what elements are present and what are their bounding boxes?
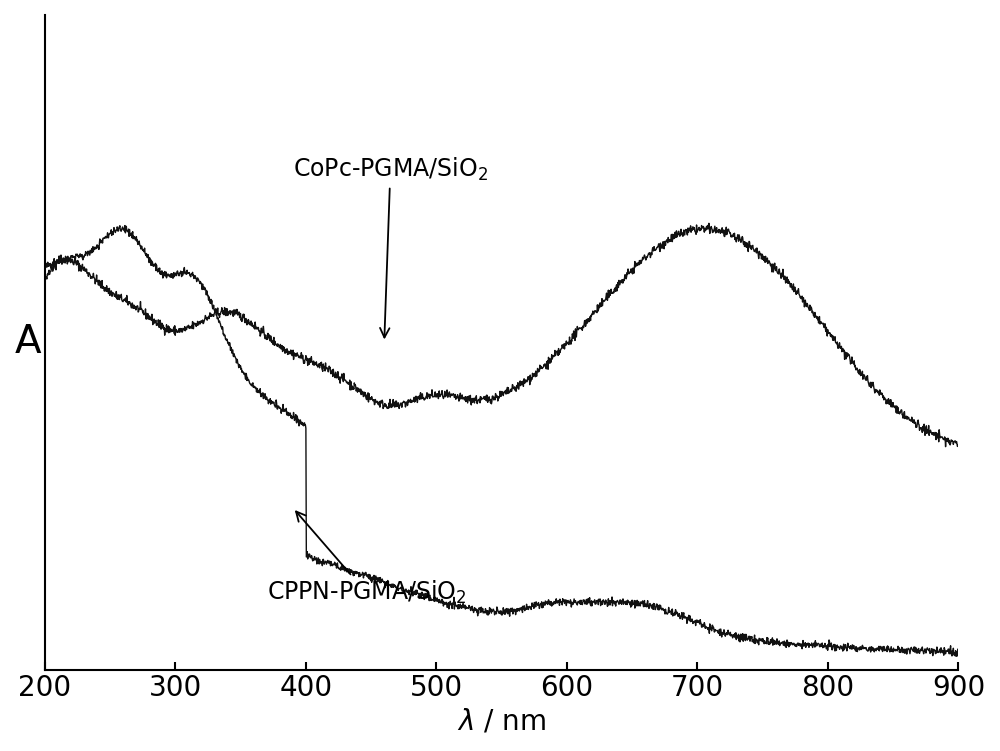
Text: CoPc-PGMA/SiO$_2$: CoPc-PGMA/SiO$_2$ bbox=[293, 155, 488, 337]
Text: CPPN-PGMA/SiO$_2$: CPPN-PGMA/SiO$_2$ bbox=[267, 511, 466, 607]
X-axis label: $\lambda$ / nm: $\lambda$ / nm bbox=[457, 708, 546, 736]
Y-axis label: A: A bbox=[15, 323, 42, 361]
